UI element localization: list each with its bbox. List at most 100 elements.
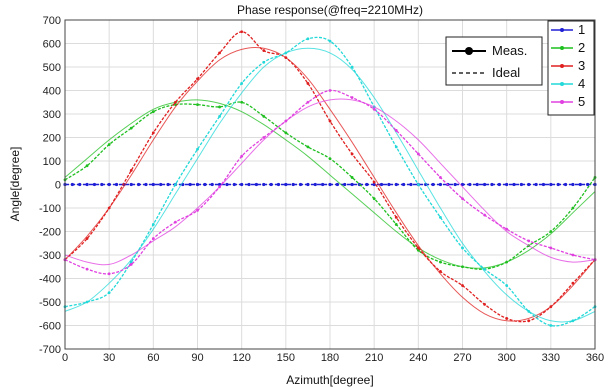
series-4-point [505,284,509,287]
series-3-point [262,49,266,52]
series-5-point [416,152,420,156]
series-4-point [151,223,155,226]
style-legend-box [445,36,543,86]
series-1-marker [137,182,141,187]
series-legend-box [547,20,595,116]
meas-legend-marker [465,47,473,55]
series-5-point [505,227,509,231]
series-1-marker [402,182,406,187]
series-1-marker [262,182,266,187]
series-4-point [439,216,442,219]
series-2-point [350,176,354,179]
series-3-point [439,270,442,273]
series-1-marker [556,182,560,187]
series-1-marker [453,182,457,187]
series-1-marker [92,182,97,187]
legend-label-3: 3 [578,58,585,73]
series-4-point [483,267,486,271]
series-3-point [527,319,531,323]
series-1-marker [379,182,384,187]
series-5-point [262,136,266,139]
series-1-marker [586,182,590,187]
chart-title: Phase response(@freq=2210MHz) [237,3,423,17]
series-5-point [218,185,221,189]
series-4-point [527,310,531,313]
series-1-marker [519,182,523,187]
series-4-point [284,51,288,55]
series-3-point [107,206,111,210]
series-legend: 1 2 3 4 5 [547,20,595,116]
series-1-marker [247,182,251,187]
series-2-point [505,260,509,264]
series-4-point [461,246,464,250]
series-3-point [85,237,89,240]
series-5-point [240,154,244,158]
series-4-point [218,114,221,118]
series-5-point [350,96,354,99]
series-4-point [262,60,266,64]
series-1-marker [387,182,391,187]
ideal-legend-label: Ideal [492,65,520,80]
series-1-marker [70,182,74,187]
series-1-marker [482,182,487,187]
series-1-marker [541,182,546,187]
series-1 [63,182,597,187]
series-4-point [129,260,133,264]
x-tick-label: 300 [497,352,515,364]
x-tick-label: 180 [321,352,339,364]
y-tick-label: 700 [43,15,61,27]
x-axis-label: Azimuth[degree] [286,373,373,387]
x-tick-label: 330 [542,352,560,364]
axis-ticks: 0 30 60 90 120 150 180 210 240 270 300 330 360700600… [39,15,604,364]
series-2-point [107,143,111,146]
series-1-marker [100,182,104,187]
y-tick-label: 500 [43,62,61,74]
series-5-point [284,119,288,123]
legend-label-5: 5 [578,94,585,109]
series-4-point [196,147,199,151]
series-3-point [218,51,221,55]
y-tick-label: -100 [39,203,61,215]
series-3-point [394,216,398,219]
series-1-marker [350,182,354,187]
y-tick-label: -400 [39,274,61,286]
series-1-marker [195,182,200,187]
series-1-marker [225,182,229,187]
series-1-marker [298,182,303,187]
series-3-point [372,180,376,184]
series-1-marker [468,182,472,187]
series-1-marker [188,182,192,187]
series-1-marker [114,182,119,187]
series-5-point [527,239,531,243]
series-2-point [85,164,89,168]
series-2-point [284,131,288,135]
series-1-marker [107,182,111,187]
series-2-point [394,223,398,226]
series-1-marker [159,182,163,187]
series-4-point [571,319,575,323]
series-1-marker [203,182,207,187]
series-3-ideal-line [64,46,596,322]
y-tick-label: -500 [39,297,61,309]
series-1-marker [240,182,244,187]
series-1-marker [85,182,89,187]
series-5 [63,89,597,276]
series-3-point [151,131,155,135]
series-5-point [461,197,464,201]
series-1-marker [578,182,582,187]
series-4-point [174,183,177,186]
y-tick-label: -200 [39,227,61,239]
x-tick-label: 270 [453,352,471,364]
style-legend: Meas. Ideal [445,36,543,86]
series-4-ideal-line [64,47,596,323]
series-1-marker [232,182,236,187]
series-1-marker [563,182,568,187]
series-3-point [284,56,288,59]
series-2-point [549,230,553,233]
series-1-marker [372,182,376,187]
series-1-marker [210,182,214,187]
series-3-point [328,119,332,123]
series-1-marker [409,182,413,187]
series-4-point [328,39,332,43]
